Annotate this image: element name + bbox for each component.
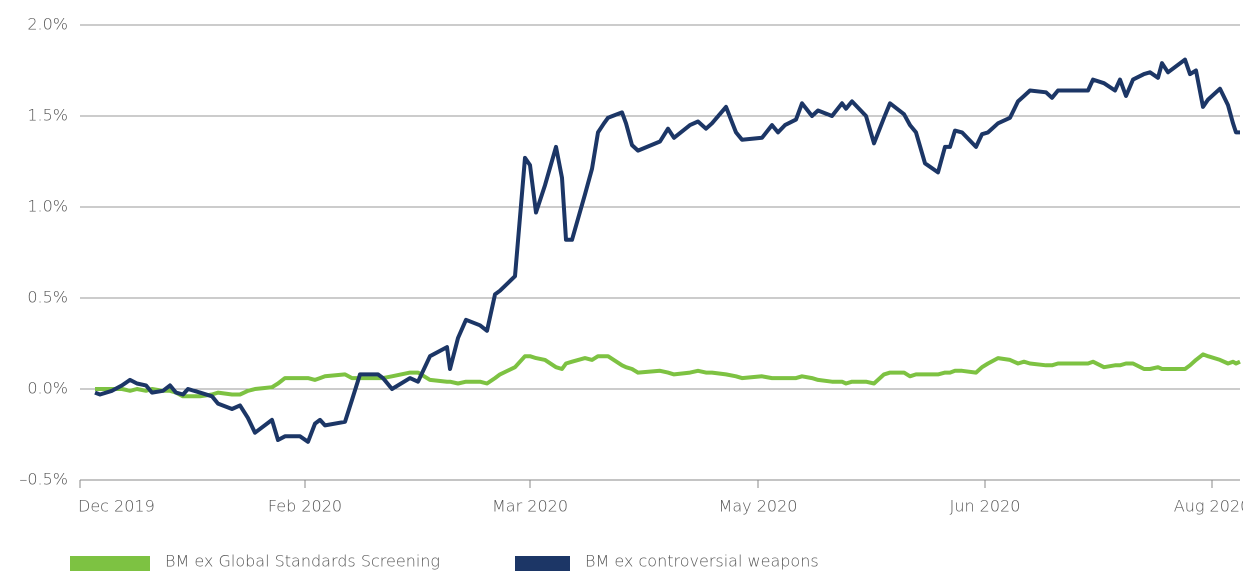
series-line: [95, 352, 1241, 399]
legend-label: BM ex Global Standards Screening: [165, 552, 440, 571]
x-tick-label: May 2020: [719, 497, 798, 516]
y-tick-label: 1.0%: [27, 197, 68, 216]
legend-swatch: [70, 556, 150, 571]
x-tick-label: Mar 2020: [492, 497, 568, 516]
y-tick-label: 1.5%: [27, 106, 68, 125]
y-tick-label: 0.5%: [27, 288, 68, 307]
y-tick-label: 0.0%: [27, 379, 68, 398]
series-line: [94, 57, 1240, 444]
x-tick-label: Dec 2019: [78, 497, 155, 516]
x-tick-label: Feb 2020: [268, 497, 342, 516]
legend-label: BM ex controversial weapons: [585, 552, 819, 571]
y-tick-label: 2.0%: [27, 15, 68, 34]
x-tick-label: Jun 2020: [950, 497, 1021, 516]
y-tick-label: –0.5%: [19, 470, 68, 489]
x-tick-label: Aug 2020: [1174, 497, 1243, 516]
legend-swatch: [515, 556, 570, 571]
